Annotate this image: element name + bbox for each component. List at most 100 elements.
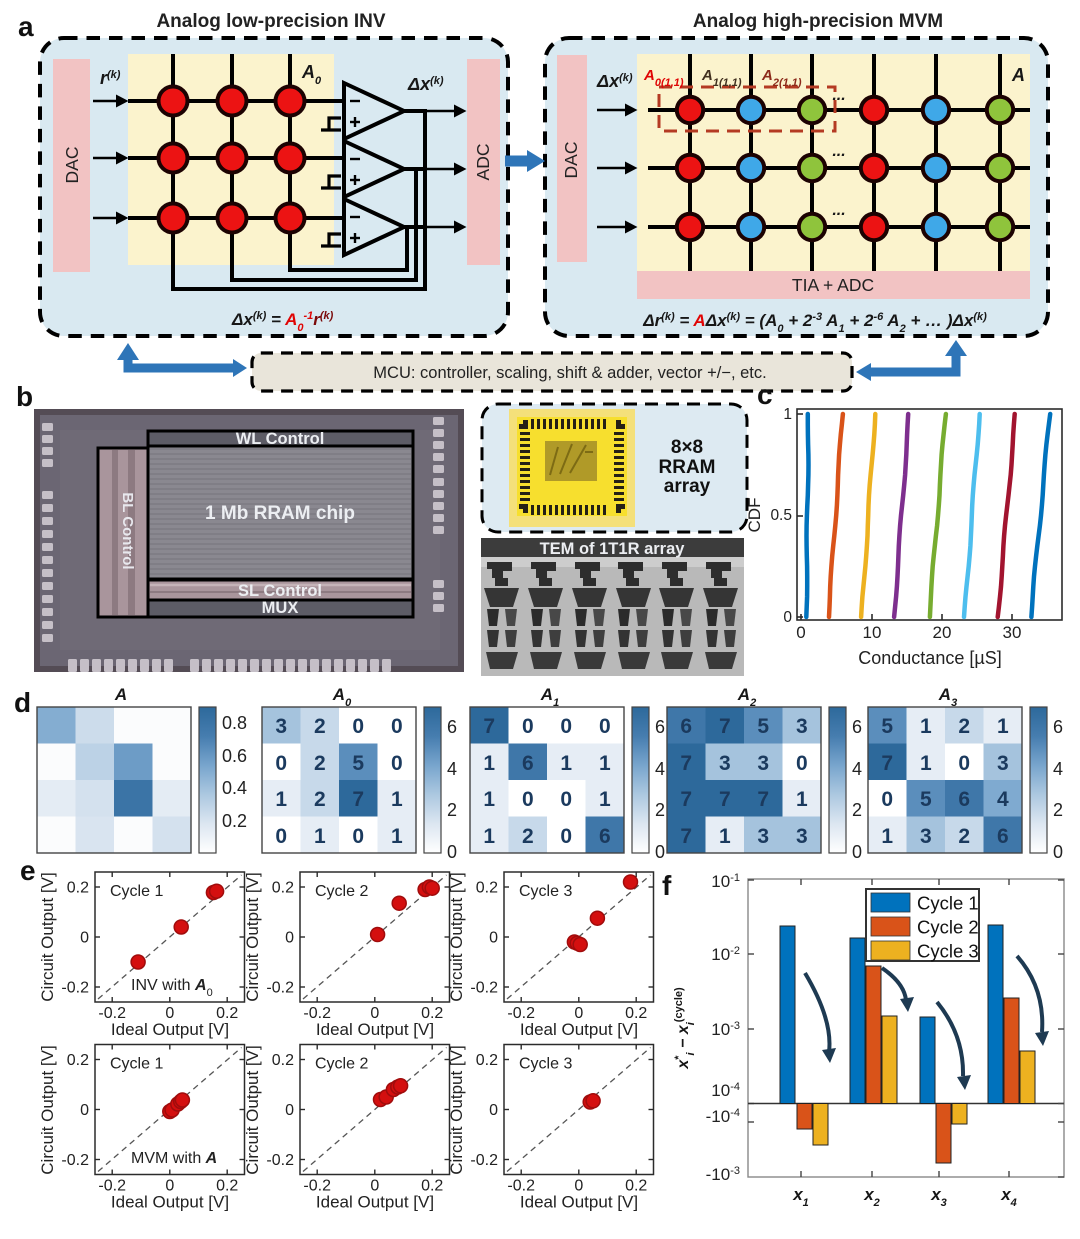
svg-text:-0.2: -0.2 (266, 980, 294, 997)
svg-text:-0.2: -0.2 (507, 1005, 535, 1022)
svg-text:INV with A0: INV with A0 (131, 977, 213, 999)
svg-text:1 Mb RRAM chip: 1 Mb RRAM chip (205, 503, 355, 524)
svg-text:Ideal Output [V]: Ideal Output [V] (111, 1193, 229, 1212)
svg-text:2: 2 (314, 788, 326, 811)
svg-text:-10-4: -10-4 (706, 1107, 740, 1126)
svg-text:4: 4 (997, 788, 1009, 811)
svg-text:1: 1 (599, 752, 611, 775)
svg-text:1: 1 (483, 788, 495, 811)
svg-text:0: 0 (796, 623, 805, 642)
svg-text:10: 10 (863, 623, 882, 642)
svg-text:1: 1 (275, 788, 287, 811)
svg-text:6: 6 (997, 825, 1009, 848)
svg-text:0: 0 (391, 752, 403, 775)
svg-text:0.2: 0.2 (272, 880, 294, 897)
svg-text:2: 2 (314, 752, 326, 775)
svg-text:10-3: 10-3 (711, 1020, 740, 1039)
svg-text:0: 0 (370, 1005, 379, 1022)
svg-text:0.6: 0.6 (222, 746, 247, 766)
svg-text:-10-3: -10-3 (706, 1165, 740, 1184)
svg-text:Circuit Output [V]: Circuit Output [V] (243, 1045, 262, 1174)
svg-text:1: 1 (599, 788, 611, 811)
svg-text:0: 0 (655, 842, 665, 862)
svg-text:2: 2 (852, 800, 862, 820)
svg-text:2: 2 (522, 825, 534, 848)
svg-text:1: 1 (719, 825, 731, 848)
svg-text:0.2: 0.2 (421, 1005, 443, 1022)
svg-text:0.2: 0.2 (222, 811, 247, 831)
svg-text:0.4: 0.4 (222, 778, 247, 798)
svg-text:-0.2: -0.2 (470, 1152, 498, 1169)
svg-text:Circuit Output [V]: Circuit Output [V] (38, 872, 57, 1001)
svg-text:0: 0 (275, 752, 287, 775)
svg-text:1: 1 (920, 715, 932, 738)
svg-text:0.2: 0.2 (67, 1052, 89, 1069)
svg-text:0.2: 0.2 (67, 880, 89, 897)
svg-text:x4: x4 (1000, 1185, 1017, 1209)
svg-text:A1: A1 (540, 685, 559, 709)
svg-text:Cycle 1: Cycle 1 (110, 883, 163, 900)
svg-text:8×8: 8×8 (671, 437, 703, 458)
svg-text:Cycle 2: Cycle 2 (315, 1056, 368, 1073)
svg-text:3: 3 (275, 715, 287, 738)
svg-text:1: 1 (783, 406, 792, 423)
svg-text:0: 0 (522, 788, 534, 811)
svg-text:7: 7 (719, 715, 731, 738)
svg-text:x*i − xi(cycle): x*i − xi(cycle) (673, 987, 697, 1070)
svg-text:0: 0 (275, 825, 287, 848)
svg-text:5: 5 (757, 715, 769, 738)
svg-text:7: 7 (881, 752, 893, 775)
svg-text:SL Control: SL Control (238, 582, 322, 600)
svg-text:x1: x1 (792, 1185, 809, 1209)
svg-text:x2: x2 (863, 1185, 880, 1209)
svg-text:Cycle 1: Cycle 1 (110, 1056, 163, 1073)
svg-text:-0.2: -0.2 (303, 1005, 331, 1022)
svg-text:7: 7 (680, 788, 692, 811)
svg-text:5: 5 (920, 788, 932, 811)
svg-text:MUX: MUX (262, 599, 299, 617)
svg-text:0: 0 (560, 788, 572, 811)
svg-text:CDF: CDF (745, 498, 764, 533)
svg-text:A2: A2 (737, 685, 756, 709)
svg-text:WL Control: WL Control (236, 430, 325, 448)
svg-text:MVM with A: MVM with A (131, 1150, 217, 1167)
svg-text:Circuit Output [V]: Circuit Output [V] (38, 1045, 57, 1174)
svg-text:a: a (18, 11, 34, 42)
svg-text:3: 3 (796, 715, 808, 738)
svg-text:0.2: 0.2 (216, 1178, 238, 1195)
svg-text:1: 1 (314, 825, 326, 848)
svg-text:0: 0 (560, 825, 572, 848)
svg-text:0: 0 (391, 715, 403, 738)
svg-text:-0.2: -0.2 (507, 1178, 535, 1195)
svg-text:1: 1 (997, 715, 1009, 738)
svg-text:Ideal Output [V]: Ideal Output [V] (520, 1020, 638, 1039)
svg-text:Cycle 2: Cycle 2 (917, 917, 979, 938)
svg-text:Circuit Output [V]: Circuit Output [V] (447, 872, 466, 1001)
svg-text:10-4: 10-4 (711, 1081, 740, 1100)
svg-text:-0.2: -0.2 (98, 1005, 126, 1022)
svg-text:d: d (14, 687, 31, 718)
svg-text:-0.2: -0.2 (98, 1178, 126, 1195)
svg-text:7: 7 (757, 788, 769, 811)
svg-text:0: 0 (352, 715, 364, 738)
svg-text:-0.2: -0.2 (266, 1152, 294, 1169)
svg-text:0: 0 (1053, 842, 1063, 862)
svg-text:4: 4 (1053, 759, 1063, 779)
svg-text:7: 7 (483, 715, 495, 738)
svg-text:7: 7 (680, 752, 692, 775)
svg-text:3: 3 (997, 752, 1009, 775)
svg-text:20: 20 (933, 623, 952, 642)
svg-text:A3: A3 (938, 685, 957, 709)
svg-text:0.2: 0.2 (421, 1178, 443, 1195)
svg-text:Cycle 3: Cycle 3 (519, 883, 572, 900)
svg-text:1: 1 (391, 825, 403, 848)
svg-text:-0.2: -0.2 (61, 1152, 89, 1169)
svg-text:-0.2: -0.2 (61, 980, 89, 997)
svg-text:0.2: 0.2 (216, 1005, 238, 1022)
svg-text:0.2: 0.2 (272, 1052, 294, 1069)
svg-text:0: 0 (881, 788, 893, 811)
svg-text:Conductance [µS]: Conductance [µS] (858, 648, 1001, 668)
svg-text:0: 0 (80, 930, 89, 947)
svg-text:0: 0 (783, 609, 792, 626)
svg-text:array: array (664, 476, 711, 497)
